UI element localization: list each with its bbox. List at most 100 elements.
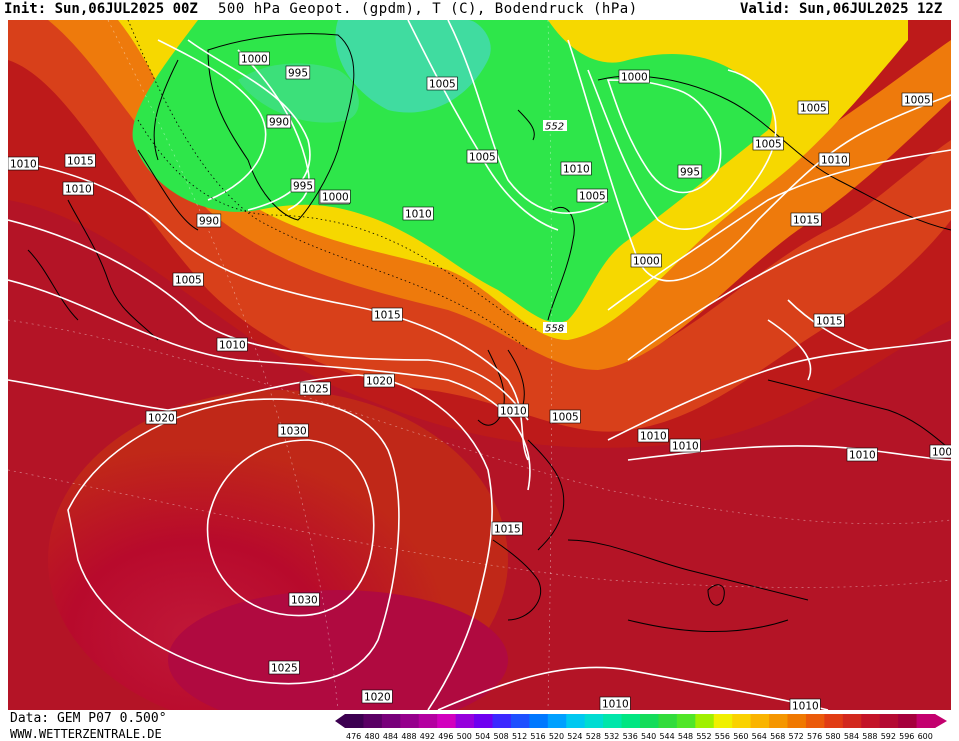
data-source: Data: GEM P07 0.500°: [10, 711, 167, 726]
isobar-label-box: [145, 410, 177, 425]
scale-label: 588: [862, 732, 877, 740]
scale-label: 592: [881, 732, 896, 740]
isobar-label-box: [466, 149, 498, 164]
isobar-label-text: 1025: [271, 663, 298, 675]
scale-arrow-low: [335, 714, 345, 728]
isobar-label-box: [299, 381, 331, 396]
isobar-label-text: 1015: [494, 524, 521, 536]
isobar-label-text: 1020: [148, 413, 175, 425]
isobar-label-text: 1010: [602, 699, 629, 711]
isobar-label-text: 1005: [175, 275, 202, 287]
isobar-label: 1000: [238, 51, 270, 66]
scale-label: 516: [530, 732, 545, 740]
isobar-label: 1015: [813, 313, 845, 328]
map-title: 500 hPa Geopot. (gpdm), T (C), Bodendruc…: [218, 1, 638, 17]
isobar-label-text: 1015: [374, 310, 401, 322]
isobar-label: 1010: [62, 181, 94, 196]
isobar-label: 1025: [299, 381, 331, 396]
graticule-line-4: [547, 20, 553, 710]
isobar-label: 995: [285, 65, 311, 80]
geopot-558: [127, 20, 529, 351]
isobar-label-text: 1000: [621, 72, 648, 84]
greenland-coast: [207, 33, 355, 221]
isobar-label-box: [268, 660, 300, 675]
isobar-label-box: [818, 152, 850, 167]
isobar-line: [237, 49, 310, 211]
isobar-label-box: [549, 409, 581, 424]
color-scale: 476 480 484 488 492 496 500 504 508 512 516 520 524 5…: [335, 714, 947, 740]
init-time: Init: Sun,06JUL2025 00Z: [4, 1, 198, 17]
scale-cell: [824, 714, 844, 728]
isobar-line: [587, 69, 777, 230]
scale-cell: [437, 714, 457, 728]
isobar-label-box: [285, 65, 311, 80]
isobar-label-box: [64, 153, 96, 168]
isobar-label-text: 990: [199, 216, 219, 228]
isobar-label-box: [196, 213, 222, 228]
isobar-label-box: [290, 178, 316, 193]
map-footer: Data: GEM P07 0.500° WWW.WETTERZENTRALE.…: [0, 710, 959, 741]
isobar-label-text: 1005: [552, 412, 579, 424]
isobar-label-text: 1005: [904, 95, 931, 107]
isobar-label-text: 1010: [405, 209, 432, 221]
isobar-line: [447, 20, 609, 214]
scale-cell: [345, 714, 364, 728]
isobar-label-text: 1005: [755, 139, 782, 151]
isobar-line: [8, 219, 529, 421]
isobar-label-box: [371, 307, 403, 322]
isobar-label: 100: [929, 444, 951, 459]
isobar-label-box: [637, 428, 669, 443]
isobar-1030: [206, 439, 375, 617]
isobar-label-text: 995: [680, 167, 700, 179]
isobar-label-box: [669, 438, 701, 453]
coastlines: [27, 33, 951, 632]
geopot-label-text: 558: [545, 324, 564, 335]
isobar-label: 1010: [818, 152, 850, 167]
isobar-label: 1010: [402, 206, 434, 221]
isobar-label-text: 1005: [469, 152, 496, 164]
isobar-label-text: 1005: [579, 191, 606, 203]
isobar-label-text: 1020: [364, 692, 391, 704]
isobar-label-text: 1020: [366, 376, 393, 388]
scale-cell: [492, 714, 512, 728]
geopot-label-box: [543, 120, 567, 131]
scale-label: 480: [364, 732, 379, 740]
scale-label: 556: [715, 732, 730, 740]
isobar-label-box: [62, 181, 94, 196]
graticule-line-1: [8, 319, 951, 525]
geopot-label-text: 552: [545, 122, 564, 133]
isobar-label: 1005: [172, 272, 204, 287]
isobar-label-box: [618, 69, 650, 84]
isobar-label-text: 1010: [792, 701, 819, 711]
scale-cell: [584, 714, 604, 728]
graticule: [8, 20, 951, 710]
isobar-label: 1000: [319, 189, 351, 204]
orange-red-band: [8, 20, 951, 432]
scale-label: 532: [604, 732, 619, 740]
isobar-label-text: 1010: [563, 164, 590, 176]
scale-cell: [640, 714, 659, 728]
scale-label: 504: [475, 732, 490, 740]
isobar-label: 1010: [497, 403, 529, 418]
isobar-label-text: 1010: [672, 441, 699, 453]
isobar-line: [607, 149, 951, 311]
scale-label: 512: [512, 732, 527, 740]
isobar-label-box: [599, 696, 631, 710]
scale-cell: [861, 714, 881, 728]
scale-cell: [732, 714, 752, 728]
isobar-label: 1015: [491, 521, 523, 536]
isobar-label-box: [752, 136, 784, 151]
isobar-1025: [67, 398, 400, 685]
isobar-label: 1015: [64, 153, 96, 168]
isobar-label-text: 1010: [821, 155, 848, 167]
isobar-label-text: 1025: [302, 384, 329, 396]
isobar-label-box: [361, 689, 393, 704]
map-canvas: 1000 995 990 1005 1000 1000 1005 1010 995 1005 101…: [8, 20, 951, 710]
isobar-label: 1010: [637, 428, 669, 443]
scale-label: 500: [457, 732, 472, 740]
blacksea-coast: [767, 379, 951, 451]
isobar-label-text: 995: [293, 181, 313, 193]
isobar-line: [767, 299, 869, 381]
isobar-line: [8, 159, 529, 461]
scale-cell: [566, 714, 586, 728]
